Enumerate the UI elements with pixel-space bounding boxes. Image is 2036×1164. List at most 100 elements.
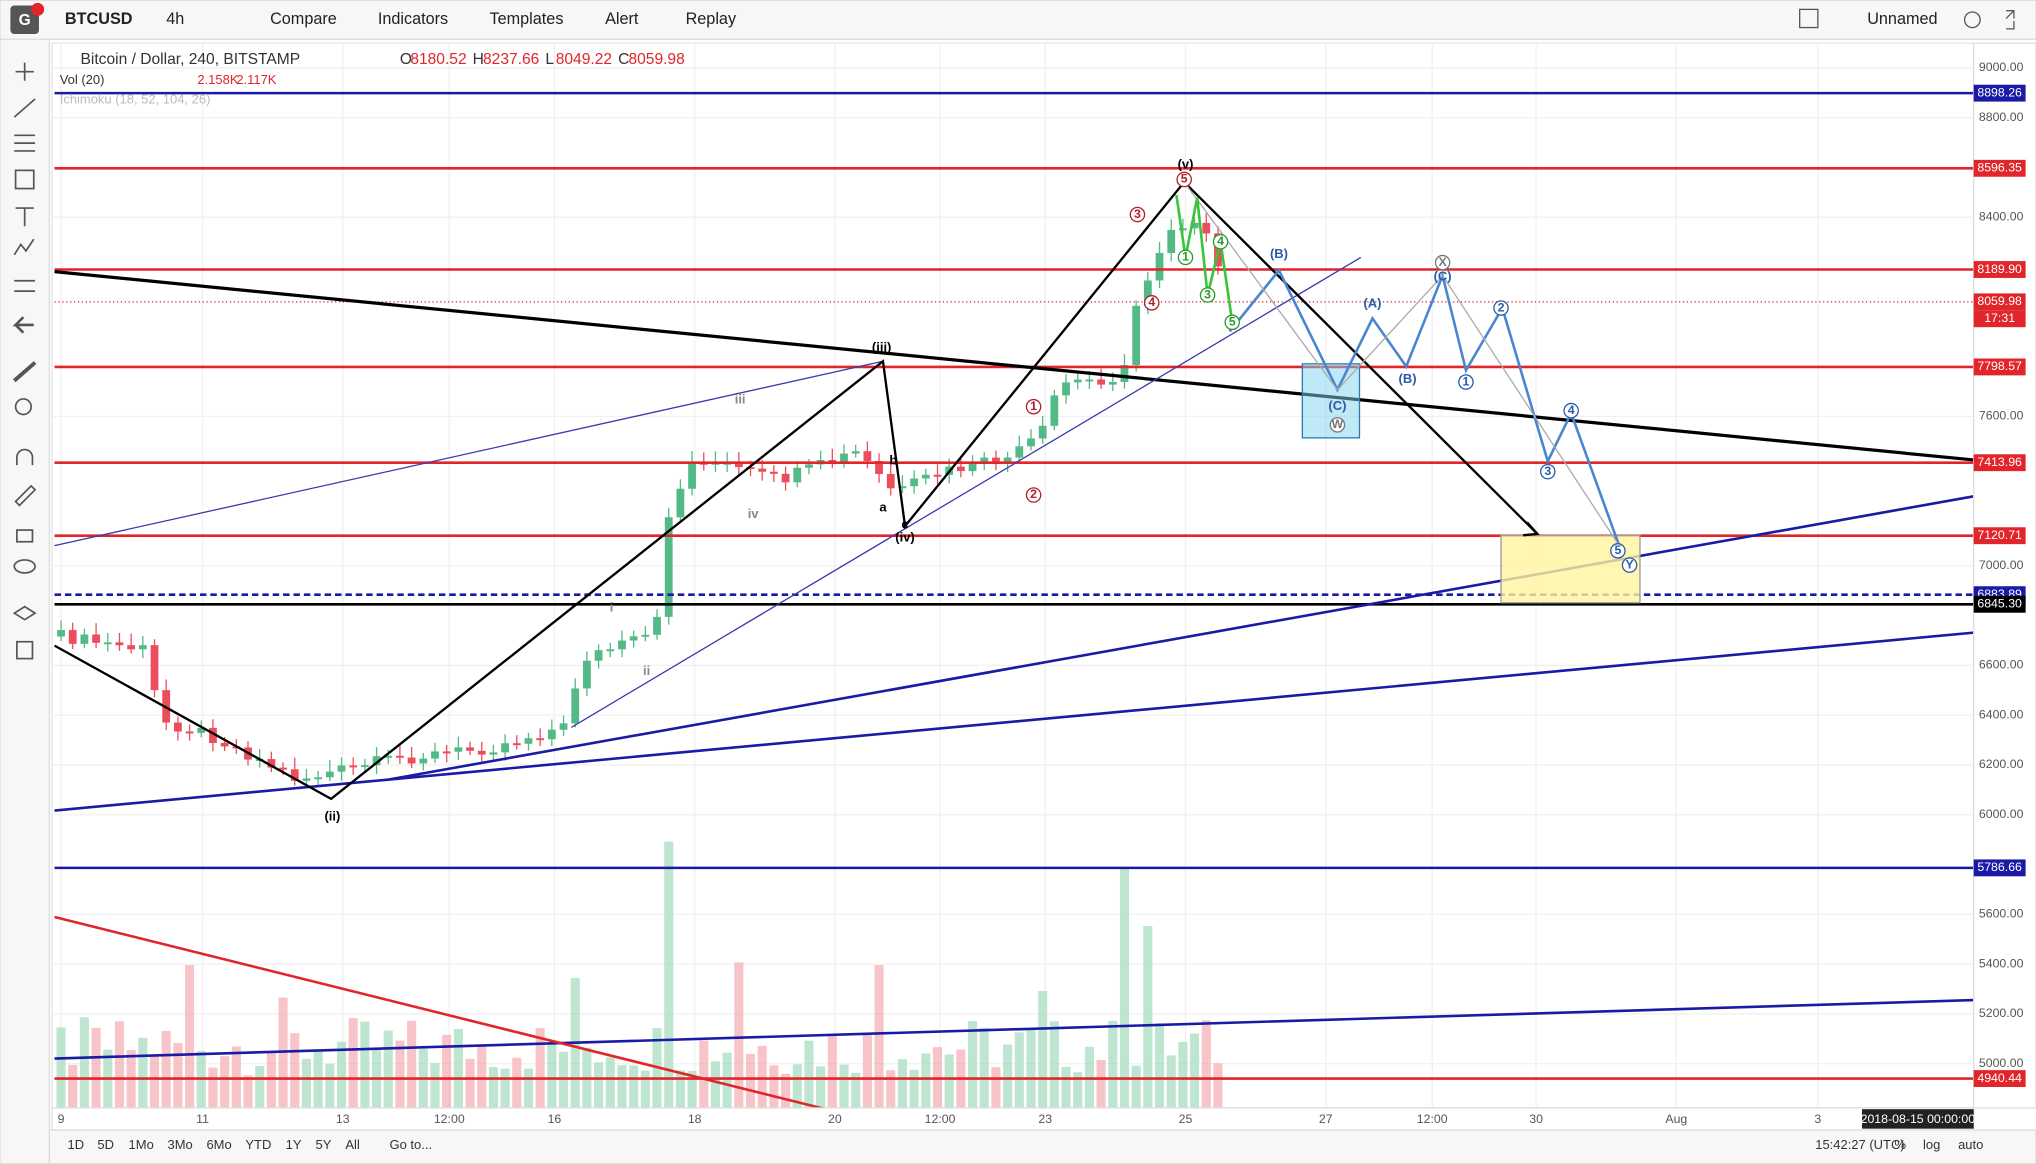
volume-bar (1038, 991, 1048, 1108)
volume-bar (909, 1069, 919, 1108)
shape-tool[interactable] (14, 169, 35, 190)
wave-label: 1 (1030, 399, 1037, 413)
volume-bar (968, 1021, 978, 1108)
candle-body (910, 478, 919, 487)
channel-line (570, 256, 1362, 728)
wave-circle (1621, 557, 1638, 573)
projection-path (1183, 181, 1620, 546)
measure-tool[interactable] (13, 361, 37, 383)
candle-body (758, 468, 767, 472)
symbol[interactable]: BTCUSD (65, 10, 133, 28)
candle-body (127, 645, 136, 650)
volume-bar (664, 841, 674, 1108)
text-tool[interactable] (15, 207, 34, 227)
range-button[interactable]: 5D (97, 1137, 114, 1152)
candle-body (489, 752, 498, 755)
interval[interactable]: 4h (166, 10, 184, 28)
range-button[interactable]: YTD (245, 1137, 271, 1152)
checkbox-icon[interactable] (1799, 8, 1819, 29)
settings-icon[interactable] (1963, 11, 1981, 29)
line-tool[interactable] (13, 98, 36, 118)
volume-bar (710, 1061, 721, 1108)
candle-body (1179, 228, 1187, 231)
lock-tool[interactable] (16, 529, 34, 543)
wave-label: 2 (1030, 487, 1037, 501)
fullscreen-icon[interactable] (2005, 10, 2015, 30)
scale-option[interactable]: log (1923, 1137, 1940, 1152)
toolbar-button[interactable]: Indicators (378, 10, 448, 28)
notification-badge (31, 2, 45, 16)
toolbar-button[interactable]: Compare (270, 10, 337, 28)
price-tick-label: 5400.00 (1979, 956, 2024, 970)
logo[interactable] (10, 5, 39, 35)
stay-drawing-tool[interactable] (14, 484, 37, 507)
level-label: 5786.66 (1977, 860, 2022, 874)
volume-bar (1143, 926, 1153, 1108)
candle-body (185, 731, 194, 734)
ohlc-key: L (545, 51, 554, 68)
range-button[interactable]: 3Mo (168, 1137, 193, 1152)
level-label-box (1973, 293, 2026, 311)
scale-option[interactable]: % (1894, 1137, 1906, 1152)
toolbar-button[interactable]: Alert (605, 10, 639, 28)
candle-body (1085, 379, 1094, 382)
range-button[interactable]: 1Mo (129, 1137, 154, 1152)
pattern-tool[interactable] (13, 238, 35, 256)
volume-bar (231, 1046, 241, 1108)
volume-bar (68, 1064, 78, 1108)
top-toolbar (0, 0, 2036, 40)
candle-body (956, 466, 965, 472)
wave-label: iv (748, 506, 760, 521)
price-tick-label: 5200.00 (1979, 1006, 2024, 1020)
candle-body (454, 747, 463, 752)
price-tick-label: 7000.00 (1979, 558, 2024, 572)
candle-body (992, 457, 1000, 465)
hide-tool[interactable] (13, 559, 36, 574)
cursor-time-box (1862, 1109, 1974, 1129)
wave-label: 3 (1204, 287, 1211, 301)
time-tick-label: 12:00 (1417, 1112, 1448, 1126)
range-button[interactable]: 6Mo (206, 1137, 231, 1152)
candle-body (1038, 425, 1047, 439)
wave-label: 3 (1544, 464, 1551, 478)
volume-bar (442, 1034, 452, 1108)
range-button[interactable]: 1D (68, 1137, 85, 1152)
range-button[interactable]: All (345, 1137, 360, 1152)
magnet-tool[interactable] (16, 448, 34, 466)
candle-body (197, 727, 206, 733)
toolbar-button[interactable]: Replay (686, 10, 737, 28)
prediction-tool[interactable] (14, 279, 36, 292)
wave-label: (iii) (872, 340, 891, 355)
time-tick-label: 16 (548, 1112, 562, 1126)
range-button[interactable]: 1Y (286, 1137, 302, 1152)
scale-option[interactable]: auto (1958, 1137, 1983, 1152)
candle-body (220, 742, 229, 747)
candle-body (302, 778, 311, 781)
candle-body (828, 459, 837, 463)
volume-bar (161, 1030, 171, 1108)
price-tick-label: 8400.00 (1979, 209, 2024, 223)
layout-name[interactable]: Unnamed (1867, 10, 1937, 28)
countdown-box (1973, 310, 2026, 328)
volume-bar (185, 965, 195, 1108)
fib-tool[interactable] (14, 134, 36, 152)
level-label-box (1973, 159, 2026, 177)
volume-bar (1061, 1066, 1071, 1108)
zoom-tool[interactable] (14, 398, 33, 416)
toolbar-button[interactable]: Templates (490, 10, 564, 28)
candle-body (968, 461, 977, 472)
wave-circle (1563, 402, 1579, 419)
goto-button[interactable]: Go to... (390, 1137, 433, 1152)
cursor-time: 2018-08-15 00:00:00 (1861, 1112, 1976, 1126)
volume-bar (383, 1030, 393, 1108)
trash-tool[interactable] (16, 640, 34, 660)
channel-line (54, 360, 884, 547)
volume-bar (220, 1056, 230, 1108)
layers-tool[interactable] (12, 605, 37, 621)
back-tool[interactable] (12, 316, 34, 334)
candle-body (80, 634, 89, 644)
wave-label: (ii) (324, 808, 340, 823)
crosshair-tool[interactable] (15, 62, 34, 81)
volume-bar (149, 1056, 160, 1108)
range-button[interactable]: 5Y (316, 1137, 332, 1152)
